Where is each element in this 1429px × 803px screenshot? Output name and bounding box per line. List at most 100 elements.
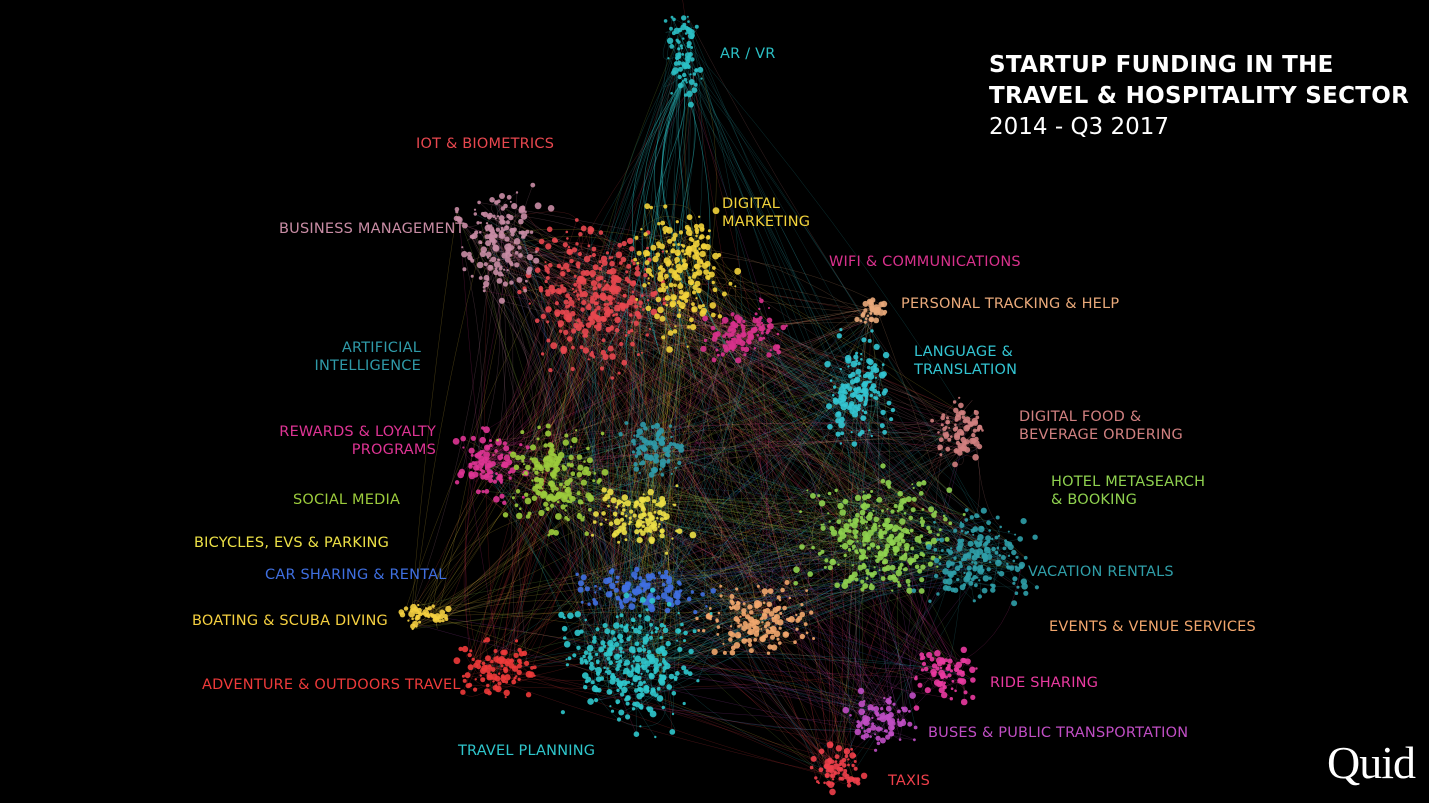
network-edge bbox=[616, 315, 680, 662]
network-edge bbox=[589, 264, 674, 461]
network-edge bbox=[583, 335, 973, 532]
network-node-rewards-loyalty bbox=[475, 465, 479, 468]
network-edge bbox=[477, 241, 699, 663]
network-node-artificial-intelligence bbox=[632, 442, 636, 446]
network-node-hotel-metasearch bbox=[890, 509, 895, 514]
network-node-iot-biometrics bbox=[599, 322, 602, 325]
network-node-wifi-communications bbox=[736, 333, 741, 339]
network-edge bbox=[498, 456, 637, 690]
network-node-boating-scuba bbox=[426, 607, 430, 611]
network-edge bbox=[566, 312, 652, 601]
network-node-iot-biometrics bbox=[563, 262, 570, 270]
network-node-car-sharing bbox=[580, 574, 587, 581]
network-node-ride-sharing bbox=[924, 687, 931, 694]
network-node-digital-marketing bbox=[655, 252, 661, 258]
network-node-hotel-metasearch bbox=[860, 579, 865, 584]
network-node-events-venue bbox=[773, 630, 781, 638]
network-node-travel-planning bbox=[634, 641, 640, 647]
network-node-hotel-metasearch bbox=[922, 480, 926, 483]
network-edge bbox=[497, 229, 1008, 567]
network-edge bbox=[649, 384, 865, 579]
network-node-vacation-rentals bbox=[995, 515, 1000, 520]
network-node-bicycles-evs bbox=[657, 525, 660, 528]
network-node-hotel-metasearch bbox=[843, 578, 849, 585]
network-node-iot-biometrics bbox=[556, 263, 562, 269]
network-node-hotel-metasearch bbox=[942, 514, 946, 518]
network-node-iot-biometrics bbox=[576, 295, 579, 298]
network-edge bbox=[490, 422, 971, 446]
network-node-hotel-metasearch bbox=[896, 509, 900, 513]
network-edge bbox=[505, 465, 843, 779]
network-node-travel-planning bbox=[637, 687, 641, 692]
network-edge bbox=[874, 499, 904, 529]
network-node-iot-biometrics bbox=[627, 330, 631, 333]
network-node-rewards-loyalty bbox=[495, 473, 498, 476]
network-node-wifi-communications bbox=[716, 353, 720, 357]
network-edge bbox=[583, 645, 649, 657]
network-node-social-media bbox=[545, 423, 551, 429]
network-edge bbox=[666, 448, 683, 457]
network-node-iot-biometrics bbox=[589, 254, 592, 258]
network-node-hotel-metasearch bbox=[866, 495, 870, 499]
network-edge bbox=[625, 629, 892, 716]
network-node-taxis bbox=[827, 757, 833, 763]
network-node-business-management bbox=[473, 212, 477, 216]
network-edge bbox=[574, 271, 738, 441]
network-edge bbox=[568, 306, 873, 546]
network-node-vacation-rentals bbox=[980, 507, 987, 514]
network-node-adventure-outdoors bbox=[490, 659, 494, 664]
network-node-events-venue bbox=[749, 610, 754, 615]
network-node-vacation-rentals bbox=[960, 538, 965, 543]
network-edge bbox=[710, 337, 740, 609]
network-node-business-management bbox=[487, 212, 493, 218]
network-node-language-translation bbox=[831, 394, 835, 397]
network-node-adventure-outdoors bbox=[469, 649, 473, 653]
network-edge bbox=[492, 239, 771, 327]
network-node-car-sharing bbox=[578, 580, 584, 587]
network-node-ride-sharing bbox=[920, 668, 925, 672]
network-node-buses-public-transportation bbox=[867, 707, 871, 711]
network-node-events-venue bbox=[799, 633, 805, 640]
network-node-hotel-metasearch bbox=[854, 549, 858, 553]
network-edge bbox=[817, 503, 832, 775]
network-node-language-translation bbox=[860, 358, 863, 361]
network-node-wifi-communications bbox=[768, 307, 770, 309]
network-edge bbox=[425, 464, 505, 613]
network-node-business-management bbox=[492, 244, 499, 251]
network-edge bbox=[940, 514, 965, 535]
network-node-vacation-rentals bbox=[967, 567, 971, 571]
network-node-adventure-outdoors bbox=[525, 692, 532, 698]
network-node-iot-biometrics bbox=[632, 280, 636, 285]
network-node-boating-scuba bbox=[418, 620, 422, 624]
network-edge bbox=[473, 329, 755, 464]
network-node-iot-biometrics bbox=[591, 246, 597, 252]
network-node-digital-marketing bbox=[679, 282, 682, 285]
network-node-social-media bbox=[541, 471, 544, 474]
network-node-language-translation bbox=[870, 329, 874, 333]
network-node-iot-biometrics bbox=[606, 303, 610, 306]
network-edge bbox=[663, 289, 698, 301]
network-node-buses-public-transportation bbox=[896, 720, 900, 723]
network-node-events-venue bbox=[799, 611, 806, 618]
network-node-wifi-communications bbox=[727, 332, 733, 338]
network-node-iot-biometrics bbox=[551, 237, 558, 243]
network-edge bbox=[640, 309, 695, 531]
network-node-bicycles-evs bbox=[615, 505, 618, 509]
network-node-taxis bbox=[835, 745, 843, 752]
network-node-adventure-outdoors bbox=[464, 672, 471, 679]
network-node-bicycles-evs bbox=[640, 506, 647, 512]
network-node-boating-scuba bbox=[433, 617, 437, 621]
network-node-travel-planning bbox=[668, 673, 675, 680]
network-node-iot-biometrics bbox=[589, 298, 596, 304]
network-node-ar-vr bbox=[689, 73, 692, 76]
network-edge bbox=[586, 303, 674, 534]
network-node-social-media bbox=[600, 431, 605, 436]
network-node-iot-biometrics bbox=[630, 259, 634, 263]
network-node-boating-scuba bbox=[441, 619, 445, 623]
network-edge bbox=[467, 48, 683, 676]
network-node-ar-vr bbox=[692, 72, 697, 76]
network-edge bbox=[682, 0, 828, 776]
network-edge bbox=[564, 498, 913, 696]
network-node-vacation-rentals bbox=[950, 561, 955, 566]
network-edge bbox=[550, 377, 877, 462]
